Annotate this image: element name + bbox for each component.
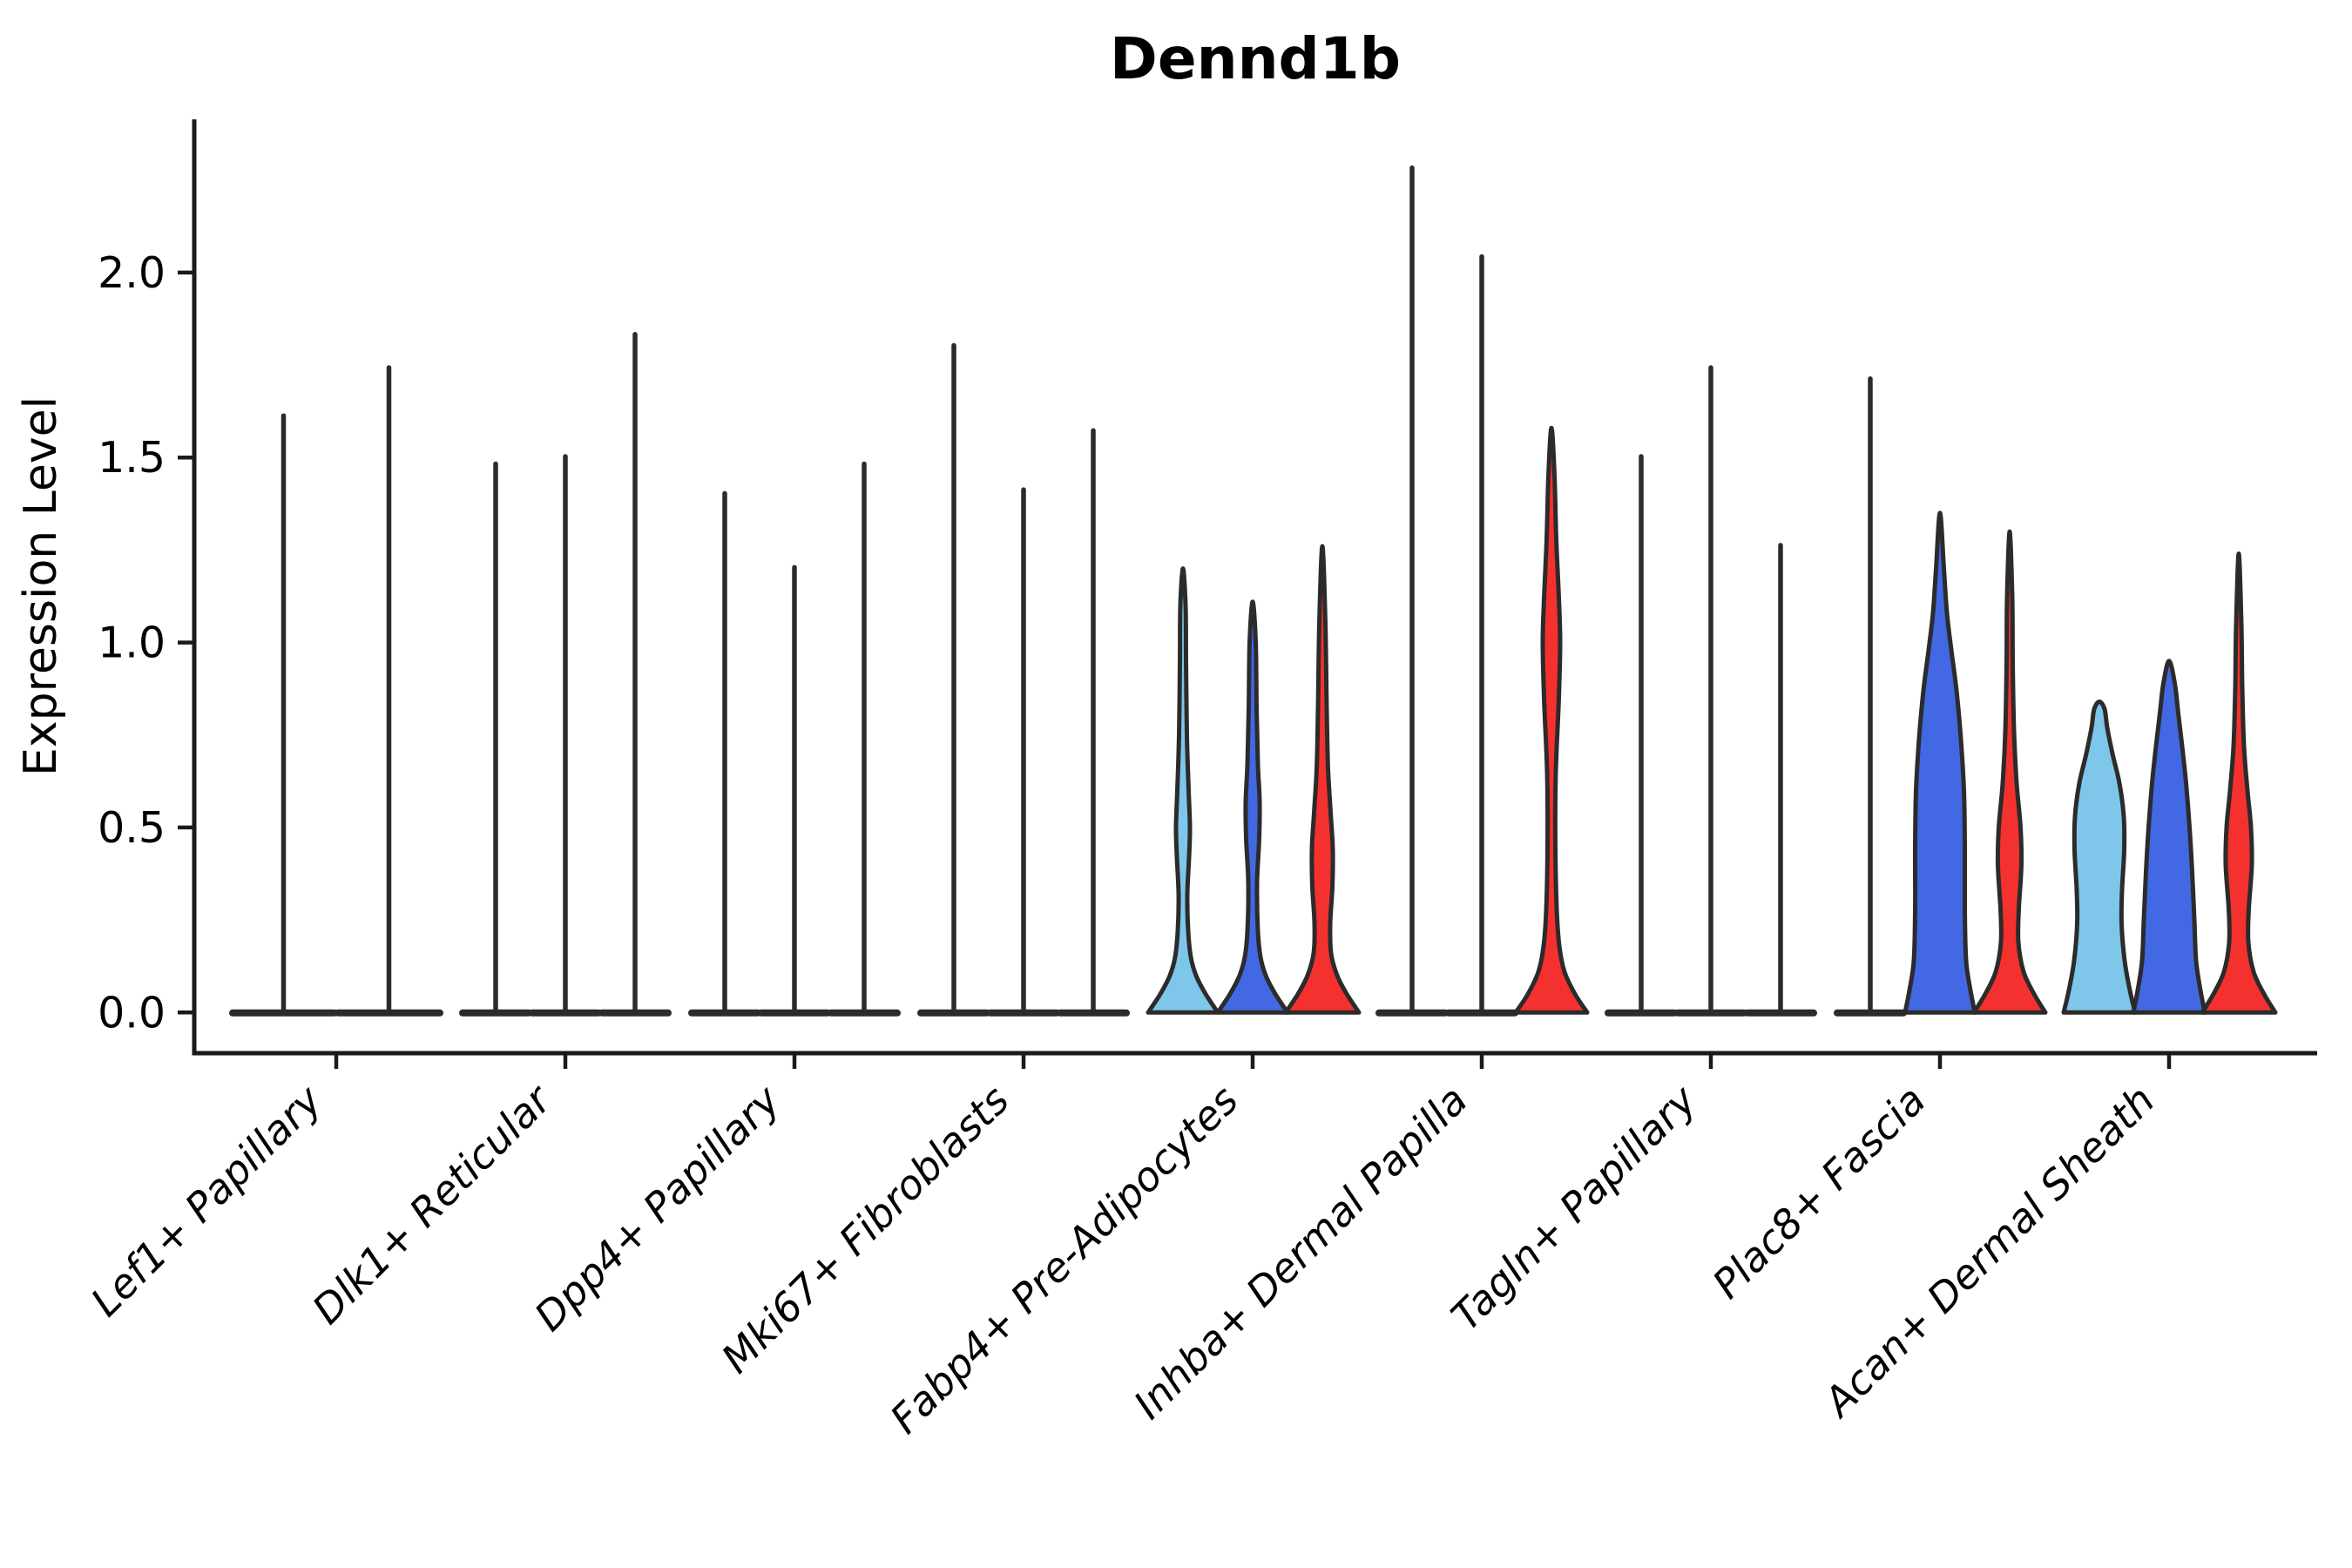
violin-8-1-body <box>2131 659 2207 1015</box>
violin-4-2-body <box>1283 544 1362 1015</box>
x-tick-label-6: Tagln+ Papillary <box>1442 1076 1706 1340</box>
x-tick-label-7: Plac8+ Fascia <box>1703 1077 1934 1308</box>
x-tick-label-1: Dlk1+ Reticular <box>303 1074 562 1333</box>
violin-7-2-body <box>1971 529 2048 1015</box>
y-axis-label: Expression Level <box>15 396 67 776</box>
violins-layer <box>229 165 2278 1017</box>
violin-5-2-body <box>1513 425 1590 1015</box>
violin-4-0-body <box>1146 566 1220 1015</box>
x-tick-label-0: Lef1+ Papillary <box>82 1076 331 1325</box>
y-tick-label-2: 1.0 <box>98 618 166 668</box>
violin-4-1-body <box>1215 599 1290 1015</box>
violin-8-0-body <box>2061 700 2138 1015</box>
y-tick-label-3: 1.5 <box>98 433 166 483</box>
violin-8-2-body <box>2200 551 2278 1015</box>
violin-7-1-body <box>1903 510 1977 1015</box>
chart-title: Dennd1b <box>1110 25 1401 92</box>
y-tick-label-1: 0.5 <box>98 803 166 853</box>
y-tick-label-4: 2.0 <box>98 248 166 298</box>
y-tick-label-0: 0.0 <box>98 988 166 1037</box>
x-tick-label-2: Dpp4+ Papillary <box>525 1076 789 1340</box>
